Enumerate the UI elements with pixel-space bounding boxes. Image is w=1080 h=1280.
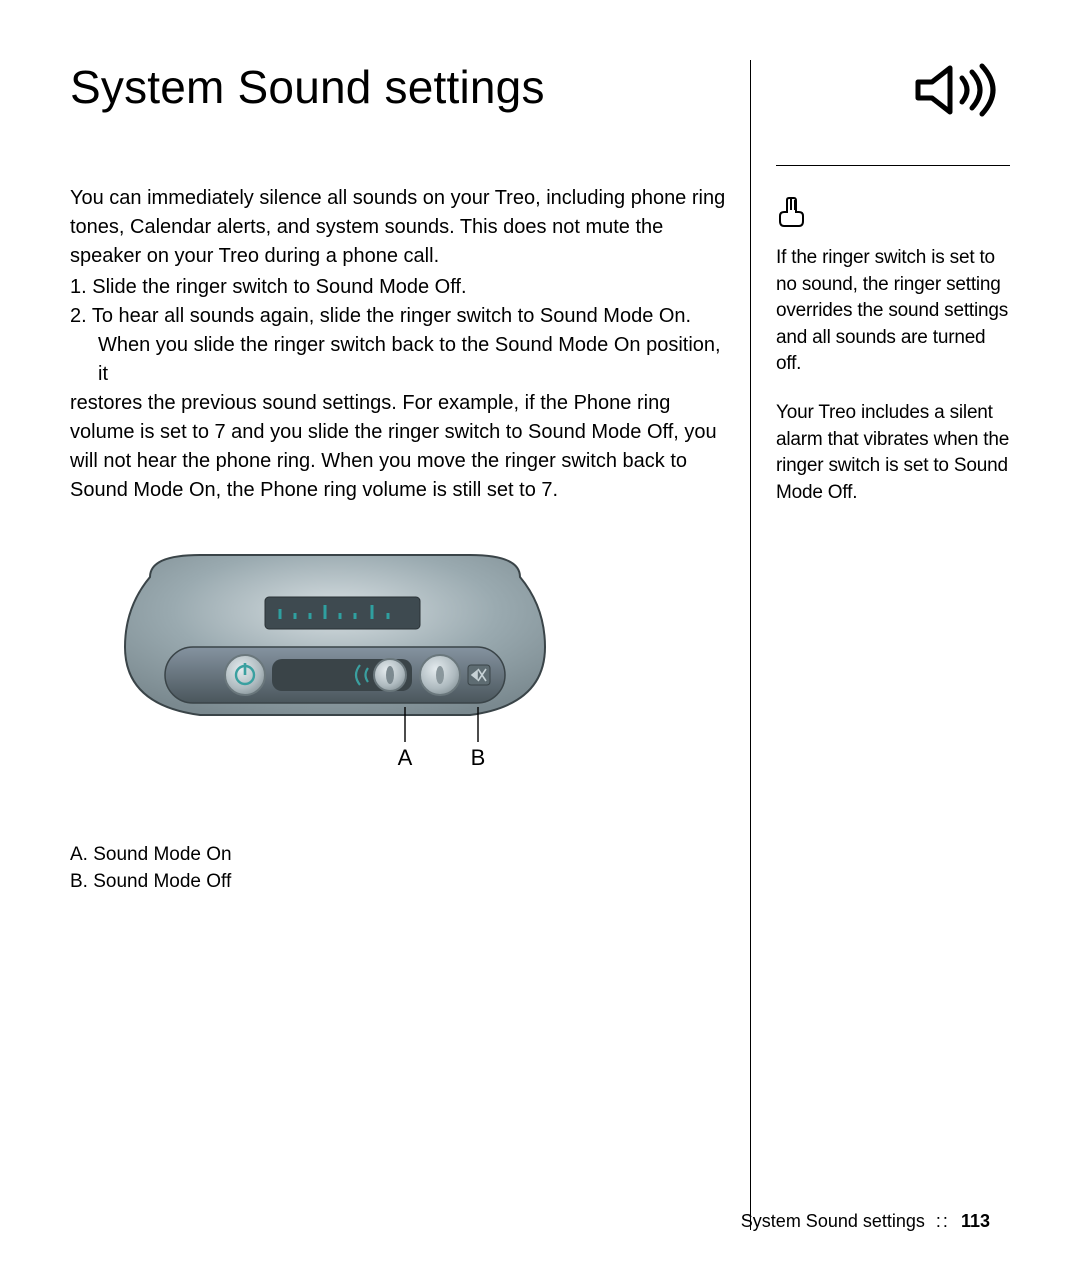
speaker-icon — [910, 107, 1000, 124]
tip-icon — [776, 196, 1010, 237]
intro-paragraph: You can immediately silence all sounds o… — [70, 184, 730, 271]
page-footer: System Sound settings :: 113 — [741, 1211, 990, 1232]
mute-icon — [468, 665, 490, 685]
footer-section: System Sound settings — [741, 1211, 925, 1231]
page-number: 113 — [961, 1211, 990, 1231]
device-diagram: A B — [110, 547, 730, 792]
explanation-paragraph: restores the previous sound settings. Fo… — [70, 389, 730, 505]
continuation-line: When you slide the ringer switch back to… — [70, 331, 730, 389]
step-1: 1. Slide the ringer switch to Sound Mode… — [70, 273, 730, 302]
page-title: System Sound settings — [70, 60, 730, 114]
step-2: 2. To hear all sounds again, slide the r… — [70, 302, 730, 331]
diagram-label-a: A — [398, 745, 413, 770]
footer-separator: :: — [930, 1211, 956, 1231]
sidebar-tip-2: Your Treo includes a silent alarm that v… — [776, 400, 1010, 506]
sidebar-tip-1: If the ringer switch is set to no sound,… — [776, 245, 1010, 378]
mute-button-icon — [420, 655, 460, 695]
diagram-label-b: B — [471, 745, 486, 770]
legend-b: B. Sound Mode Off — [70, 869, 730, 896]
legend-a: A. Sound Mode On — [70, 842, 730, 869]
power-button-icon — [225, 655, 265, 695]
